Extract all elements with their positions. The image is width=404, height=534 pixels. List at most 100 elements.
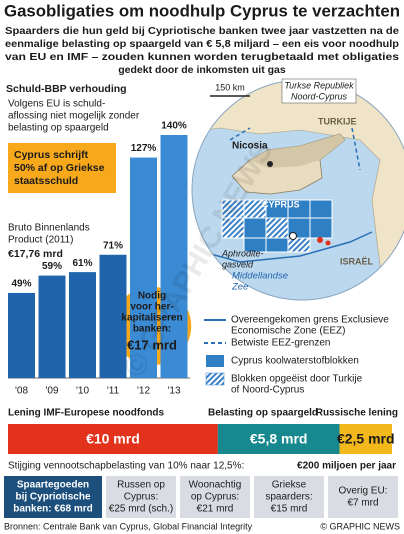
deposit-box [328, 476, 398, 518]
nicosia-dot [267, 161, 273, 167]
value-label: 71% [103, 240, 123, 251]
bar [99, 254, 127, 378]
funding-segment [217, 424, 340, 454]
gas-field [325, 240, 331, 246]
deposit-total: bij Cypriotische [15, 492, 90, 503]
annotation: voor her- [130, 302, 173, 313]
deposit-box [254, 476, 324, 518]
deposit-label: Cyprus: [124, 492, 158, 503]
value-label: 61% [72, 258, 92, 269]
legend-label: Economische Zone (EEZ) [231, 326, 346, 337]
trnc-box [281, 78, 357, 104]
legend-label: Belasting op spaargeld [208, 408, 318, 419]
x-tick-label: '11 [107, 386, 120, 397]
deposit-label: spaarders: [265, 492, 312, 503]
bar [130, 157, 157, 378]
deposit-total: Spaartegoeden [17, 480, 89, 491]
deposit-label: €15 mrd [271, 504, 308, 515]
deposit-box [180, 476, 250, 518]
map-label: CYPRUS [262, 199, 300, 209]
subtitle: van EU en IMF – zouden kunnen worden ter… [5, 51, 399, 63]
legend-label: Cyprus koolwaterstofblokken [231, 356, 359, 367]
land [192, 80, 404, 300]
map-label: Noord-Cyprus [291, 91, 348, 101]
deposit-label: Griekse [272, 480, 307, 491]
title: Gasobligaties om noodhulp Cyprus te verz… [4, 1, 400, 20]
bar [8, 292, 35, 378]
gas-field [317, 237, 323, 243]
funding-segment [339, 424, 392, 454]
annotation: 50% af op Griekse [14, 162, 105, 174]
legend-swatch [205, 372, 225, 386]
subtitle: gedekt door de inkomsten uit gas [118, 64, 286, 76]
writeoff-box [8, 143, 116, 193]
chart-title: Schuld-BBP verhouding [6, 83, 127, 95]
annotation: staatsschuld [14, 175, 78, 187]
value-label: 49% [11, 279, 31, 290]
annotation: kapitaliseren [121, 313, 182, 324]
legend-swatch [206, 355, 224, 367]
north-cyprus [250, 134, 345, 168]
annotation: Volgens EU is schuld- [8, 99, 105, 110]
annotation: aflossing niet mogelijk zonder [8, 111, 140, 122]
funding-value: €5,8 mrd [250, 431, 308, 447]
aphrodite-marker [289, 232, 297, 240]
map-label: TURKIJE [318, 116, 357, 126]
annotation: Product (2011) [8, 235, 73, 246]
note: €200 miljoen per jaar [297, 461, 396, 472]
funding-value: €2,5 mrd [337, 431, 395, 447]
annotation: banken: [133, 324, 171, 335]
annotation: €17,76 mrd [8, 248, 63, 260]
map-label: Zee [231, 282, 248, 293]
eez-line [195, 231, 373, 263]
map-label: Middellandse [232, 271, 288, 282]
map-label: gasveld [222, 259, 254, 269]
legend-label: of Noord-Cyprus [231, 385, 304, 396]
subtitle: Spaarders die hun geld bij Cypriotische … [5, 25, 399, 37]
legend-label: Overeengekomen grens Exclusieve [231, 315, 389, 326]
funding-value: €10 mrd [86, 431, 140, 447]
deposit-label: €21 mrd [197, 504, 234, 515]
eez-disputed [229, 127, 361, 171]
deposit-label: Russen op [117, 480, 165, 491]
value-label: 59% [42, 261, 62, 272]
source: Bronnen: Centrale Bank van Cyprus, Globa… [4, 521, 253, 531]
funding-segment [8, 424, 218, 454]
deposit-label: €7 mrd [347, 498, 378, 509]
x-tick-label: '12 [137, 386, 150, 397]
legend-label: Lening IMF-Europese noodfonds [8, 408, 165, 419]
deposit-total-box [4, 476, 102, 518]
map [192, 80, 404, 300]
map-label: Turkse Republiek [284, 80, 354, 90]
value-label: 127% [131, 143, 157, 154]
map-label: 150 km [215, 82, 245, 92]
annotation: Nodig [138, 291, 166, 302]
bar [69, 272, 96, 378]
deposit-label: Overig EU: [339, 486, 388, 497]
note: Stijging vennootschapbelasting van 10% n… [8, 461, 244, 472]
credit: © GRAPHIC NEWS [320, 521, 400, 531]
x-tick-label: '13 [167, 386, 180, 397]
annotation: Cyprus schrijft [14, 149, 89, 161]
bar [38, 275, 66, 378]
x-tick-label: '08 [15, 386, 28, 397]
legend-label: Betwiste EEZ-grenzen [231, 338, 331, 349]
deposit-total: banken: €68 mrd [13, 504, 92, 515]
annotation: belasting op spaargeld [8, 123, 109, 134]
map-label: Nicosia [232, 141, 268, 152]
deposit-box [106, 476, 176, 518]
subtitle: eenmalige belasting op spaargeld van € 5… [5, 38, 399, 50]
bar [160, 135, 188, 378]
value-label: 140% [161, 121, 187, 132]
annotation: Bruto Binnenlands [8, 223, 90, 234]
legend-label: Blokken opgeëist door Turkije [231, 374, 363, 385]
deposit-label: €25 mrd (sch.) [109, 504, 173, 515]
blocks [221, 199, 333, 253]
map-label: Aphrodite- [221, 248, 264, 258]
deposit-label: op Cyprus: [191, 492, 239, 503]
x-tick-label: '10 [76, 386, 89, 397]
x-tick-label: '09 [45, 386, 58, 397]
legend-label: Russische lening [316, 408, 398, 419]
map-label: ISRAËL [340, 256, 374, 266]
